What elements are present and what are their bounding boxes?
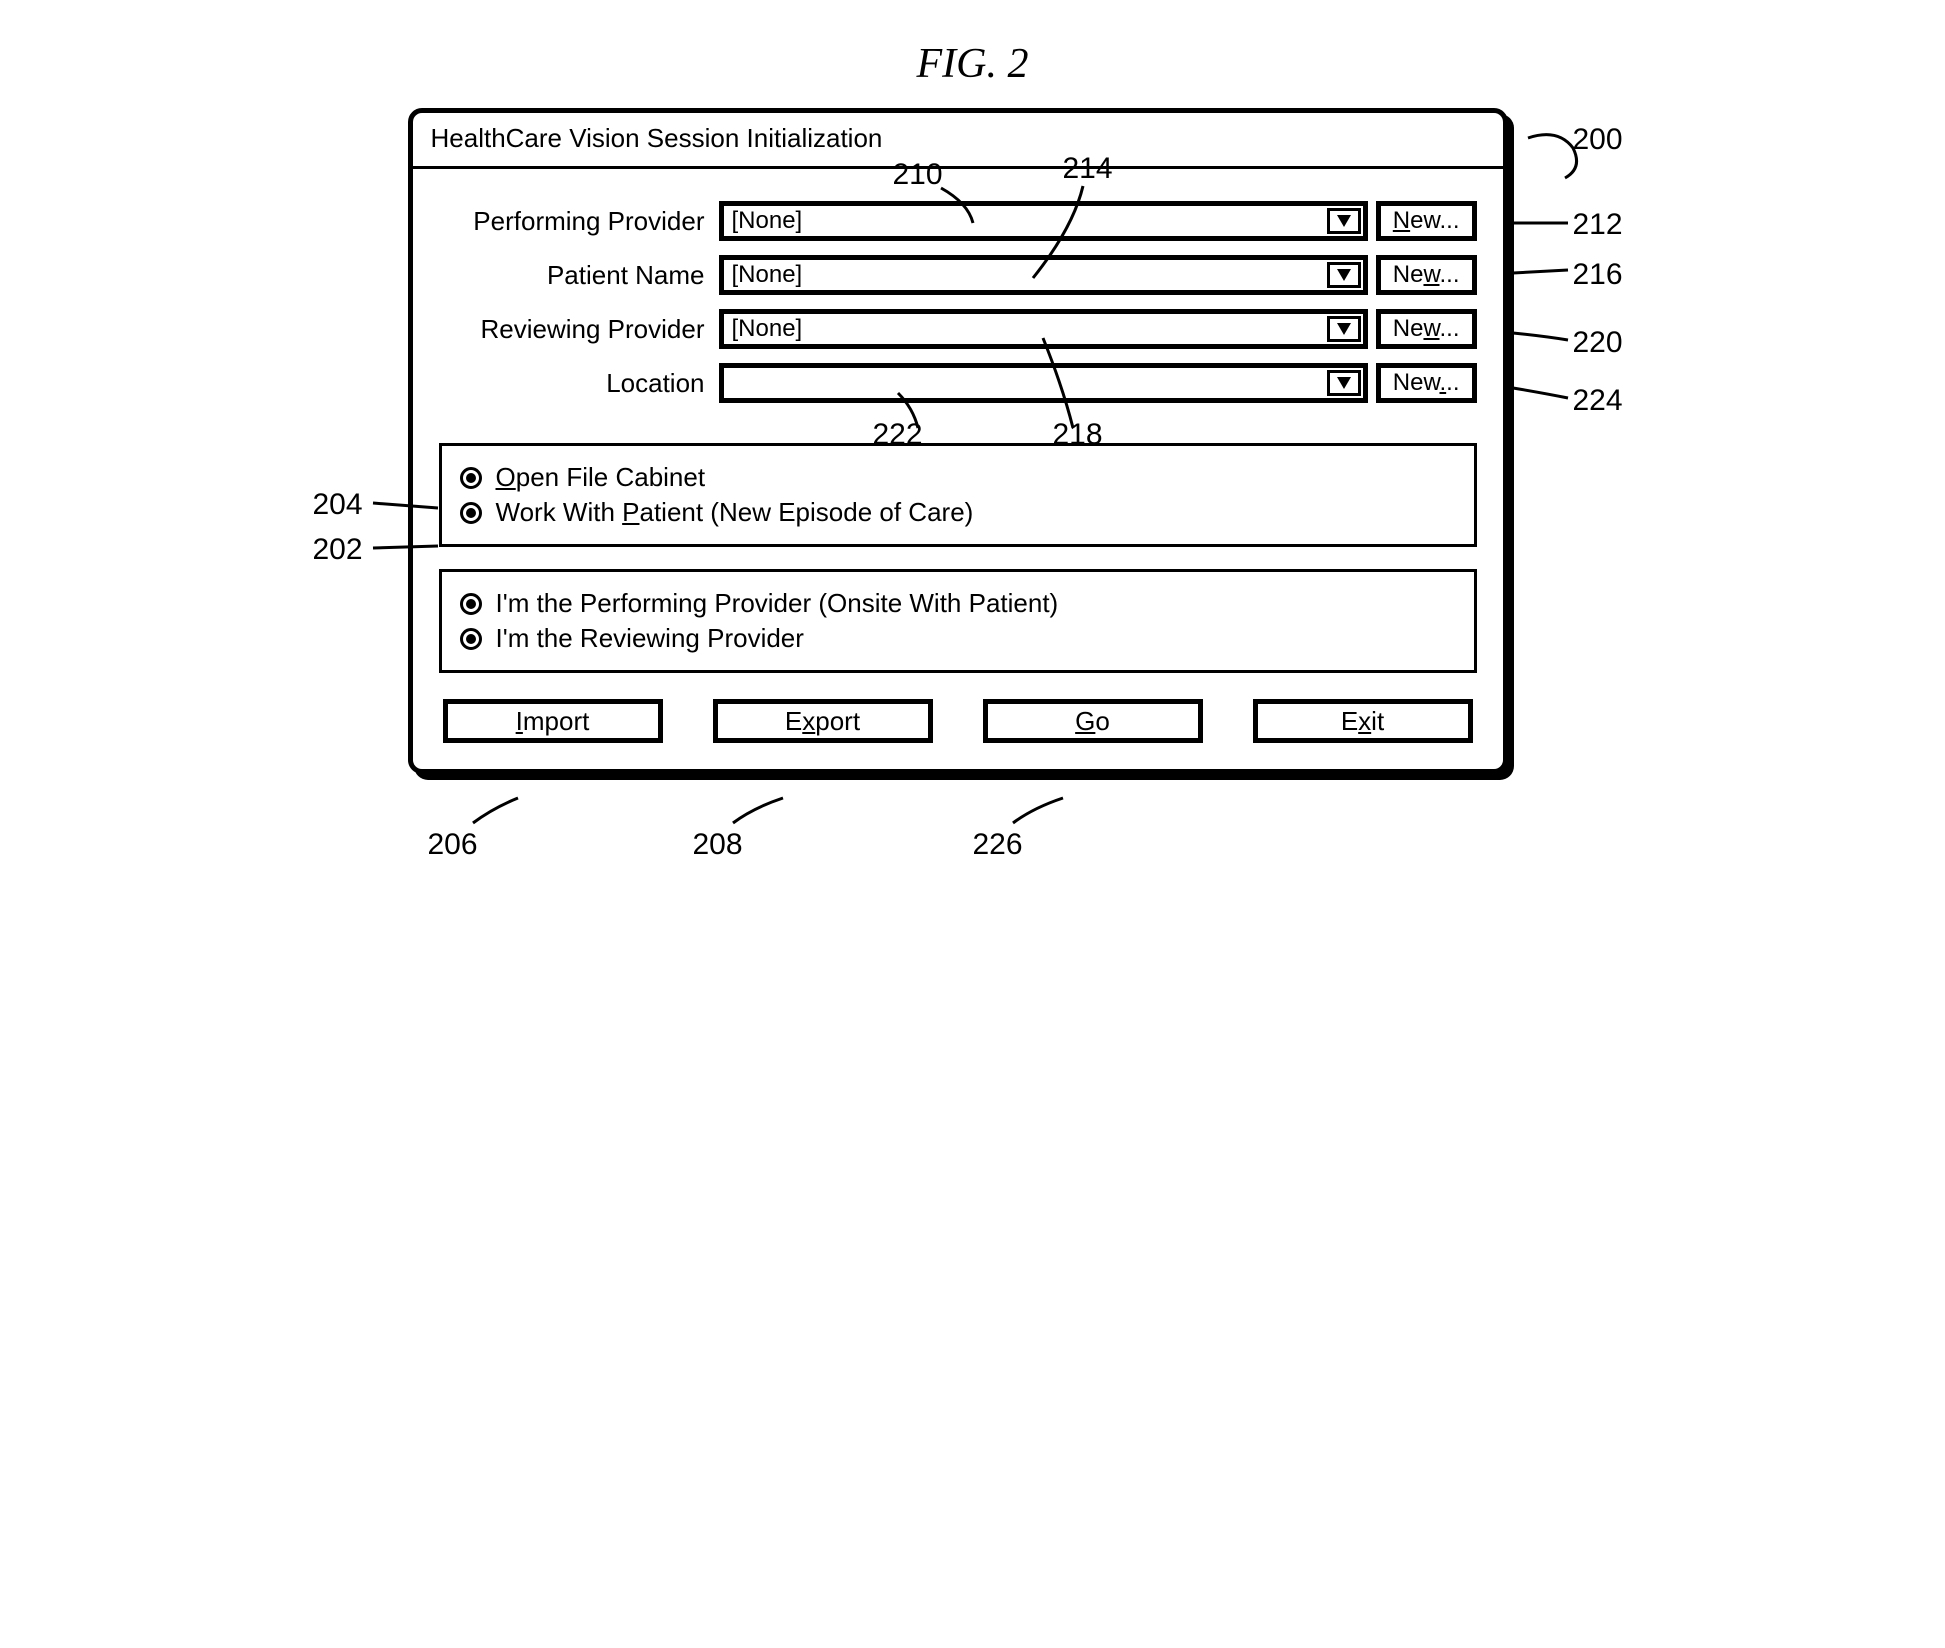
dropdown-button-patient-name[interactable] [1327, 262, 1361, 288]
chevron-down-icon [1337, 269, 1351, 281]
radio-icon [460, 628, 482, 650]
exit-button[interactable]: Exit [1253, 699, 1473, 743]
combo-text-performing-provider: [None] [724, 206, 1325, 236]
callout-224: 224 [1573, 384, 1623, 418]
button-row: Import Export Go Exit [439, 699, 1477, 743]
callout-220: 220 [1573, 326, 1623, 360]
window-content: Performing Provider [None] New... Patien… [413, 169, 1503, 769]
radio-group-role: I'm the Performing Provider (Onsite With… [439, 569, 1477, 673]
row-performing-provider: Performing Provider [None] New... [439, 201, 1477, 241]
row-patient-name: Patient Name [None] New... [439, 255, 1477, 295]
combo-patient-name[interactable]: [None] [719, 255, 1368, 295]
callout-208: 208 [693, 828, 743, 862]
radio-label-open-file-cabinet: Open File Cabinet [496, 462, 706, 493]
form-rows: Performing Provider [None] New... Patien… [439, 201, 1477, 403]
radio-work-with-patient[interactable]: Work With Patient (New Episode of Care) [460, 497, 1456, 528]
label-location: Location [439, 368, 719, 399]
combo-text-patient-name: [None] [724, 260, 1325, 290]
row-reviewing-provider: Reviewing Provider [None] New... [439, 309, 1477, 349]
chevron-down-icon [1337, 323, 1351, 335]
go-button[interactable]: Go [983, 699, 1203, 743]
callout-206: 206 [428, 828, 478, 862]
callout-202: 202 [313, 533, 363, 567]
combo-reviewing-provider[interactable]: [None] [719, 309, 1368, 349]
radio-label-reviewing: I'm the Reviewing Provider [496, 623, 804, 654]
radio-open-file-cabinet[interactable]: Open File Cabinet [460, 462, 1456, 493]
radio-group-action: Open File Cabinet Work With Patient (New… [439, 443, 1477, 547]
dropdown-button-reviewing-provider[interactable] [1327, 316, 1361, 342]
radio-icon [460, 467, 482, 489]
export-button[interactable]: Export [713, 699, 933, 743]
label-performing-provider: Performing Provider [439, 206, 719, 237]
callout-200: 200 [1573, 123, 1623, 157]
radio-performing-provider[interactable]: I'm the Performing Provider (Onsite With… [460, 588, 1456, 619]
chevron-down-icon [1337, 215, 1351, 227]
radio-icon [460, 593, 482, 615]
callout-216: 216 [1573, 258, 1623, 292]
chevron-down-icon [1337, 377, 1351, 389]
figure-title: FIG. 2 [40, 40, 1905, 88]
window-title: HealthCare Vision Session Initialization [413, 113, 1503, 169]
callout-212: 212 [1573, 208, 1623, 242]
new-button-performing-provider[interactable]: New... [1376, 201, 1477, 241]
label-patient-name: Patient Name [439, 260, 719, 291]
combo-text-location [724, 368, 1325, 398]
radio-label-performing: I'm the Performing Provider (Onsite With… [496, 588, 1059, 619]
combo-location[interactable] [719, 363, 1368, 403]
label-reviewing-provider: Reviewing Provider [439, 314, 719, 345]
dialog-window: HealthCare Vision Session Initialization… [408, 108, 1508, 774]
combo-text-reviewing-provider: [None] [724, 314, 1325, 344]
new-button-patient-name[interactable]: New... [1376, 255, 1477, 295]
radio-icon [460, 502, 482, 524]
dropdown-button-performing-provider[interactable] [1327, 208, 1361, 234]
radio-reviewing-provider[interactable]: I'm the Reviewing Provider [460, 623, 1456, 654]
radio-label-work-with-patient: Work With Patient (New Episode of Care) [496, 497, 974, 528]
figure-canvas: HealthCare Vision Session Initialization… [273, 108, 1673, 774]
new-button-reviewing-provider[interactable]: New... [1376, 309, 1477, 349]
import-button[interactable]: Import [443, 699, 663, 743]
combo-performing-provider[interactable]: [None] [719, 201, 1368, 241]
callout-226: 226 [973, 828, 1023, 862]
dropdown-button-location[interactable] [1327, 370, 1361, 396]
callout-204: 204 [313, 488, 363, 522]
new-button-location[interactable]: New... [1376, 363, 1477, 403]
row-location: Location New... [439, 363, 1477, 403]
